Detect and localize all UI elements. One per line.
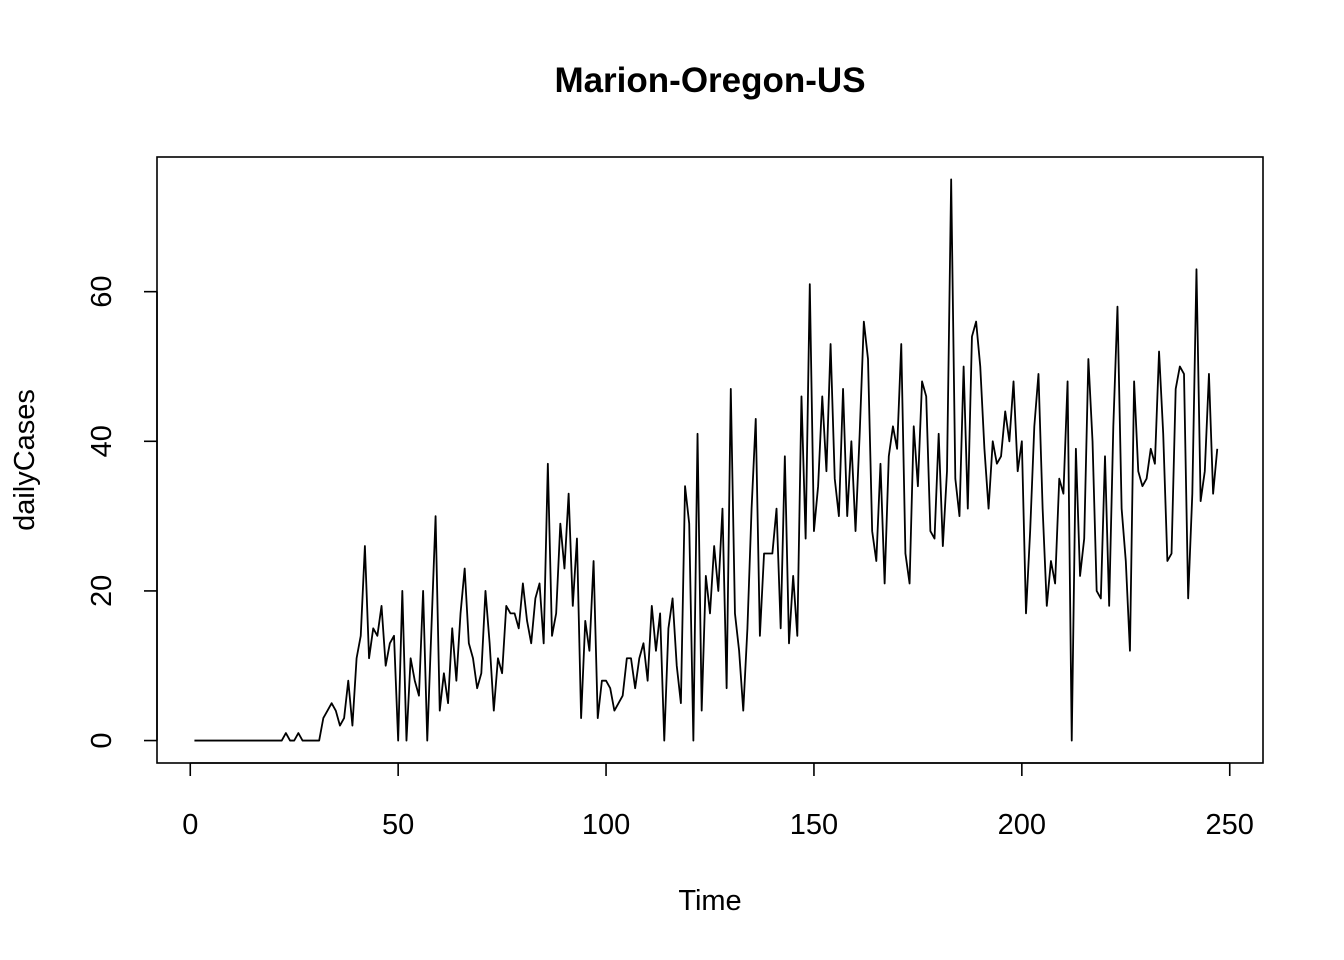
y-axis-label: dailyCases [9,389,41,531]
x-tick-label: 150 [790,809,838,841]
series-group [194,178,1219,742]
y-tick-label: 0 [86,732,118,748]
y-tick-label: 40 [86,425,118,457]
y-tick-label: 60 [86,276,118,308]
y-axis: 0 20 40 60 [86,276,158,749]
x-tick-label: 50 [382,809,414,841]
x-axis: 0 50 100 150 200 250 [182,762,1254,841]
y-tick-label: 20 [86,575,118,607]
x-tick-label: 200 [998,809,1046,841]
chart-title: Marion-Oregon-US [554,61,865,100]
x-tick-label: 0 [182,809,198,841]
x-axis-label: Time [678,885,741,917]
series-line-dailycases [194,178,1219,742]
x-tick-label: 100 [582,809,630,841]
x-tick-label: 250 [1206,809,1254,841]
plot-frame [156,156,1264,764]
